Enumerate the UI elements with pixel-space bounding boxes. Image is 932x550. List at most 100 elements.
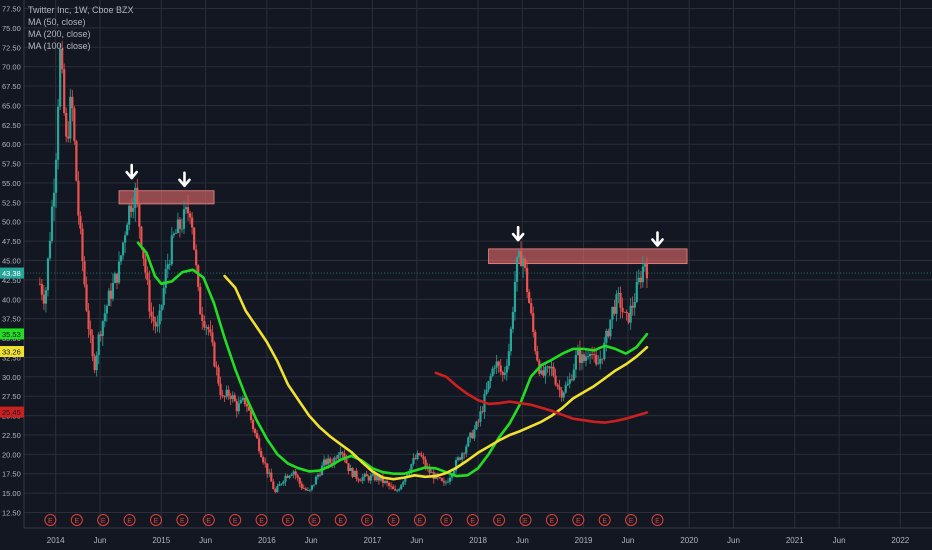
candle-body xyxy=(544,366,547,376)
candle-body xyxy=(394,489,397,491)
candle-body xyxy=(213,342,216,367)
candle-body xyxy=(625,311,628,313)
earnings-label: E xyxy=(48,518,53,525)
candle-body xyxy=(389,485,393,487)
candle-body xyxy=(327,458,330,465)
candle-body xyxy=(239,400,242,404)
candle-body xyxy=(146,272,149,281)
candle-body xyxy=(337,454,340,459)
candle-body xyxy=(467,437,470,447)
candle-body xyxy=(554,375,557,385)
earnings-marker: E xyxy=(176,514,189,526)
candle-body xyxy=(454,460,458,471)
earnings-marker: E xyxy=(545,514,558,526)
candle-body xyxy=(363,474,366,478)
grid-layer xyxy=(24,0,932,528)
candle-body xyxy=(69,96,72,139)
candle-body xyxy=(113,273,117,284)
candle-body xyxy=(150,311,153,317)
candle-body xyxy=(288,475,291,478)
legend-ma-50: MA (50, close) xyxy=(28,17,86,27)
candle-body xyxy=(105,305,108,314)
candle-body xyxy=(243,397,247,405)
candle-body xyxy=(595,354,598,365)
candle-body xyxy=(207,326,210,330)
arrows xyxy=(125,163,664,247)
candle-body xyxy=(83,261,86,285)
candle-body xyxy=(132,208,135,212)
candle-body xyxy=(73,108,76,142)
candle-body xyxy=(144,258,147,273)
x-tick-label: 2016 xyxy=(258,536,276,545)
candle-body xyxy=(353,470,356,477)
earnings-label: E xyxy=(655,518,660,525)
candle-body xyxy=(424,459,427,468)
ma-line xyxy=(136,241,649,478)
candle-body xyxy=(249,410,253,420)
candle-body xyxy=(168,264,171,265)
candle-body xyxy=(489,375,492,382)
candle-body xyxy=(542,370,545,376)
candle-body xyxy=(111,283,115,299)
x-tick-label: 2019 xyxy=(575,536,593,545)
x-tick-label: Jun xyxy=(621,536,634,545)
candle-body xyxy=(586,355,590,357)
candle-body xyxy=(611,306,614,320)
candle-body xyxy=(361,477,364,481)
candle-body xyxy=(588,353,592,356)
x-tick-label: 2022 xyxy=(891,536,909,545)
candle-body xyxy=(536,351,539,361)
candle-body xyxy=(184,207,188,210)
candle-body xyxy=(469,432,472,438)
candle-body xyxy=(617,292,620,295)
candle-body xyxy=(302,488,305,490)
candle-body xyxy=(300,483,303,489)
candle-body xyxy=(134,187,137,209)
candle-body xyxy=(276,485,279,493)
candle-body xyxy=(355,470,358,479)
candle-body xyxy=(233,395,236,402)
y-tick-label: 55.00 xyxy=(2,179,21,188)
candle-body xyxy=(387,482,391,486)
candle-body xyxy=(367,476,370,481)
ma-price-tag: 25.45 xyxy=(0,406,24,418)
y-tick-label: 27.50 xyxy=(2,392,21,401)
candle-body xyxy=(392,486,395,490)
earnings-label: E xyxy=(312,518,317,525)
candle-body xyxy=(491,368,494,376)
candle-body xyxy=(511,312,515,329)
candle-body xyxy=(124,235,127,243)
candle-body xyxy=(130,205,133,212)
candle-body xyxy=(418,453,421,455)
candle-body xyxy=(505,365,508,373)
candle-body xyxy=(369,475,372,481)
candle-body xyxy=(438,477,441,479)
candle-body xyxy=(605,330,608,343)
candle-body xyxy=(209,329,212,333)
candle-body xyxy=(475,421,478,430)
candle-body xyxy=(65,112,68,137)
candle-body xyxy=(400,484,403,490)
earnings-label: E xyxy=(74,518,79,525)
candle-body xyxy=(546,366,549,368)
candle-body xyxy=(38,283,41,285)
candle-body xyxy=(81,228,84,262)
resistance-zones xyxy=(118,190,688,265)
earnings-marker: E xyxy=(44,514,57,526)
candle-body xyxy=(290,474,293,476)
candle-body xyxy=(164,269,167,289)
candle-body xyxy=(63,69,66,113)
candle-body xyxy=(48,240,52,259)
candle-body xyxy=(633,301,636,308)
candle-body xyxy=(223,396,226,398)
y-tick-label: 47.50 xyxy=(2,237,21,246)
candle-body xyxy=(507,351,510,366)
candle-body xyxy=(452,470,456,476)
candle-body xyxy=(180,228,184,230)
y-tick-label: 72.50 xyxy=(2,43,21,52)
candle-body xyxy=(304,488,307,491)
candle-body xyxy=(142,247,145,259)
candle-body xyxy=(199,286,202,315)
